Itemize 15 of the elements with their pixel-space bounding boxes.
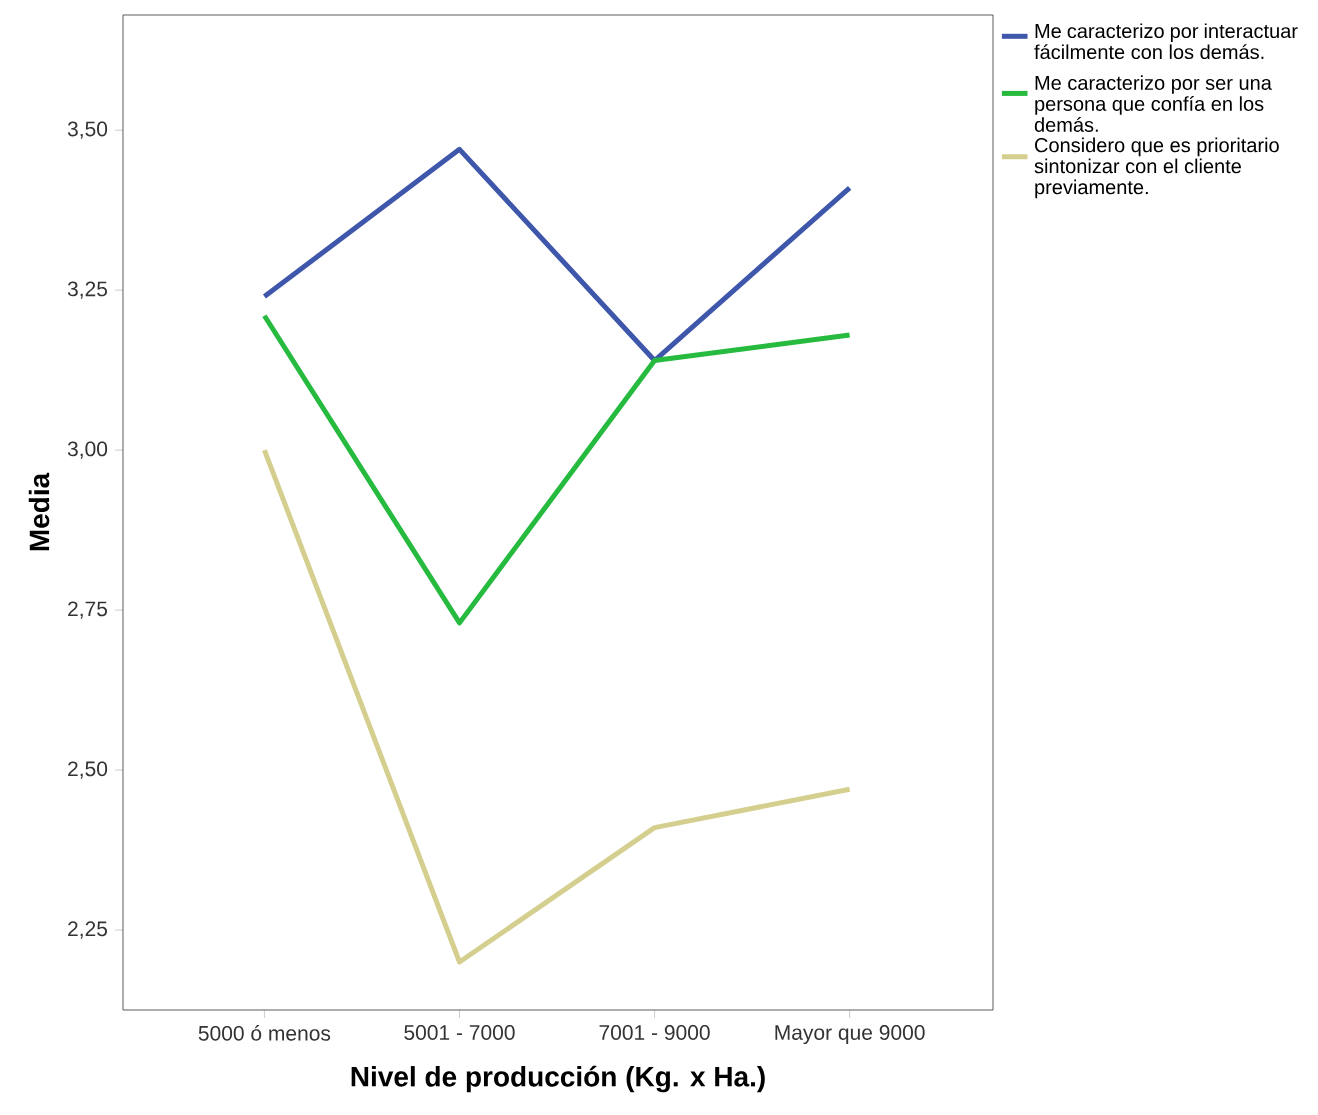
legend-label: Me caracterizo por interactuar fácilmente con los demás. xyxy=(1034,23,1298,60)
x-tick-label: 5000 ó menos xyxy=(198,1025,331,1041)
y-tick-label: 2,25 xyxy=(68,921,108,939)
legend-label: Me caracterizo por ser una persona que confía en los demás. xyxy=(1034,75,1272,132)
y-tick-label: 2,75 xyxy=(68,601,108,619)
y-tick-label: 3,25 xyxy=(67,281,108,299)
x-tick-label: 7001 - 9000 xyxy=(599,1025,710,1040)
y-tick-label: 2,50 xyxy=(68,761,108,779)
y-axis-title: Media xyxy=(28,472,50,551)
x-tick-label: Mayor que 9000 xyxy=(775,1025,925,1045)
x-axis-title: Nivel de producción (Kg. x Ha.) xyxy=(351,1065,765,1093)
x-tick-label: 5001 - 7000 xyxy=(404,1025,515,1040)
y-tick-label: 3,50 xyxy=(67,121,108,139)
legend-label: Considero que es prioritario sintonizar con el cliente previamente. xyxy=(1034,137,1279,199)
y-tick-label: 3,00 xyxy=(67,441,108,459)
